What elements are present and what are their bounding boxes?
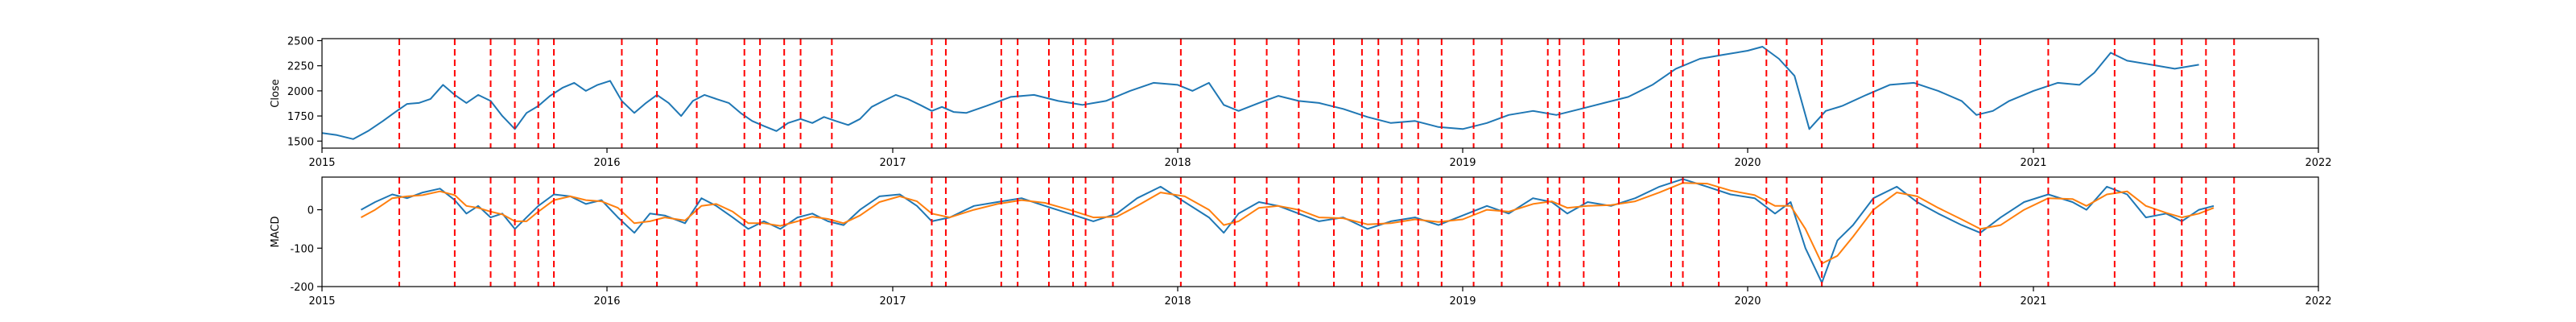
x-tick-label: 2016 (593, 295, 620, 308)
y-tick-label: 2500 (287, 35, 314, 47)
axes-frame (321, 176, 2319, 287)
y-tick-label: -200 (290, 282, 314, 294)
series-line-1 (361, 182, 2215, 265)
series-line-0 (361, 178, 2215, 284)
y-tick-label: -100 (290, 243, 314, 255)
x-tick-label: 2018 (1164, 295, 1191, 308)
y-axis-label: Close (270, 79, 282, 107)
y-tick-label: 2000 (287, 86, 314, 98)
x-tick-label: 2015 (308, 157, 335, 169)
x-tick-label: 2021 (2020, 295, 2046, 308)
y-axis-label: MACD (270, 217, 282, 248)
x-tick-label: 2020 (1734, 157, 1761, 169)
series-line-0 (322, 46, 2199, 140)
x-tick-label: 2019 (1449, 157, 1476, 169)
y-tick-label: 1750 (287, 111, 314, 123)
x-tick-label: 2015 (308, 295, 335, 308)
x-tick-label: 2017 (879, 157, 906, 169)
x-tick-label: 2016 (593, 157, 620, 169)
x-tick-label: 2020 (1734, 295, 1761, 308)
x-tick-label: 2018 (1164, 157, 1191, 169)
y-tick-label: 1500 (287, 136, 314, 148)
x-tick-label: 2019 (1449, 295, 1476, 308)
x-tick-label: 2022 (2305, 157, 2331, 169)
y-tick-label: 0 (308, 205, 314, 217)
macd-panel: 2015 2016 2017 2018 2019 2020 2021 2022 -200 -100… (270, 176, 2332, 308)
y-tick-label: 2250 (287, 61, 314, 73)
x-tick-label: 2017 (879, 295, 906, 308)
close-price-panel: 2015 2016 2017 2018 2019 2020 2021 2022 1500 1750… (270, 35, 2332, 169)
x-tick-label: 2022 (2305, 295, 2331, 308)
x-tick-label: 2021 (2020, 157, 2046, 169)
axes-frame (321, 38, 2319, 149)
